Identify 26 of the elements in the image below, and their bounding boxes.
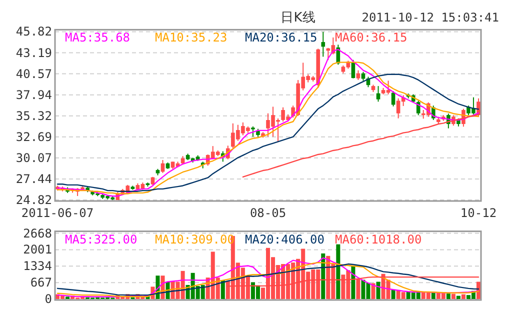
text: MA20:36.15 — [245, 30, 318, 45]
x-tick-label: 08-05 — [250, 206, 286, 220]
y-tick-label: 1334 — [23, 259, 52, 274]
text: MA60:1018.00 — [335, 232, 422, 246]
y-tick-label: 30.07 — [16, 150, 52, 165]
y-tick-label: 32.69 — [16, 130, 52, 144]
y-tick-label: 27.44 — [16, 172, 52, 186]
y-tick-label: 40.57 — [16, 66, 52, 81]
text: MA60:36.15 — [335, 30, 408, 45]
y-tick-label: 35.32 — [16, 108, 52, 123]
text: 2011-10-12 15:03:41 — [362, 10, 499, 25]
y-tick-label: 24.82 — [16, 193, 52, 207]
y-tick-label: 2668 — [23, 226, 52, 240]
x-tick-label: 10-12 — [460, 206, 497, 220]
y-tick-label: 37.94 — [16, 88, 52, 102]
y-tick-label: 43.19 — [16, 46, 52, 60]
y-tick-label: 0 — [44, 292, 52, 306]
chart-title: 日K线 — [280, 10, 316, 26]
y-tick-label: 45.82 — [16, 24, 52, 39]
series-label: MA20:406.00 — [245, 232, 324, 246]
y-tick-label: 2001 — [23, 242, 52, 257]
text: MA5:325.00 — [65, 232, 138, 246]
text: MA10:35.23 — [155, 30, 228, 45]
text: MA5:35.68 — [65, 30, 130, 45]
x-tick-label: 2011-06-07 — [21, 206, 94, 220]
y-tick-label: 667 — [30, 276, 52, 290]
